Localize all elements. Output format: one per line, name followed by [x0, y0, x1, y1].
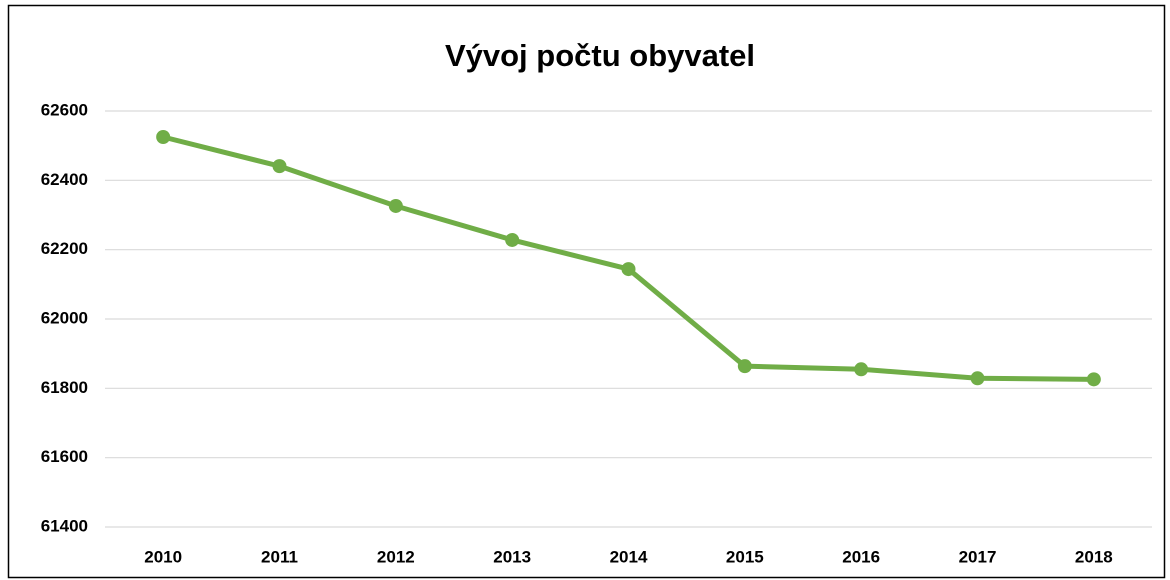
chart-frame [7, 4, 1166, 579]
data-point [1086, 372, 1101, 387]
x-tick-label: 2016 [842, 547, 880, 566]
data-point [621, 262, 636, 277]
data-point [970, 371, 985, 386]
x-tick-label: 2015 [726, 547, 764, 566]
x-tick-label: 2013 [493, 547, 531, 566]
data-point [388, 198, 403, 213]
x-tick-label: 2010 [144, 547, 182, 566]
data-point [272, 159, 287, 174]
chart-title: Vývoj počtu obyvatel [445, 38, 755, 73]
y-tick-label: 61400 [41, 516, 88, 535]
x-tick-label: 2018 [1075, 547, 1113, 566]
x-tick-label: 2011 [261, 547, 298, 566]
data-point [505, 232, 520, 247]
y-tick-label: 62600 [41, 100, 88, 119]
data-point [737, 359, 752, 374]
x-tick-label: 2017 [959, 547, 997, 566]
y-tick-label: 62200 [41, 239, 88, 258]
y-tick-label: 61600 [41, 447, 88, 466]
x-tick-label: 2014 [610, 547, 648, 566]
data-point [854, 362, 869, 377]
data-point [156, 130, 171, 144]
y-tick-label: 61800 [41, 378, 88, 397]
x-tick-label: 2012 [377, 547, 415, 566]
y-tick-label: 62400 [41, 170, 88, 189]
y-tick-label: 62000 [41, 308, 88, 327]
